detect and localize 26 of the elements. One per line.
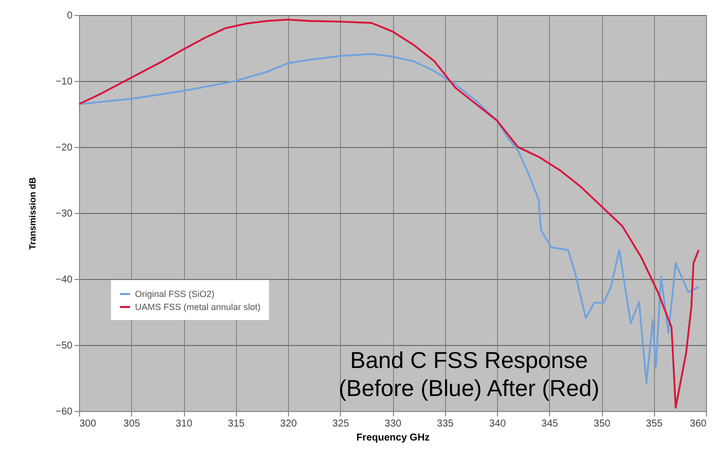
x-tick-label: 340 — [489, 418, 506, 430]
y-tick-label: −40 — [56, 274, 73, 286]
x-tick-label: 300 — [80, 418, 97, 430]
x-tick-label: 335 — [436, 418, 454, 430]
y-axis-title: Transmission dB — [28, 176, 38, 250]
text: Band C FSS Response (Before (Blue) After (Red) — [338, 347, 600, 401]
x-tick-label: 360 — [690, 418, 707, 430]
x-tick-label: 330 — [384, 418, 402, 430]
y-tick-label: −10 — [56, 76, 73, 88]
x-axis-title: Frequency GHz — [356, 432, 430, 444]
legend-label: UAMS FSS (metal annular slot) — [135, 302, 261, 312]
y-tick-label: −20 — [56, 142, 73, 154]
legend-label: Original FSS (SiO2) — [135, 289, 215, 299]
x-tick-label: 315 — [228, 418, 246, 430]
x-tick-label: 355 — [646, 418, 664, 430]
y-tick-label: −50 — [56, 340, 73, 352]
y-tick-label: 0 — [66, 10, 73, 22]
x-tick-label: 350 — [594, 418, 611, 430]
x-tick-label: 320 — [280, 418, 298, 430]
x-tick-label: 325 — [332, 418, 350, 430]
x-tick-label: 345 — [541, 418, 559, 430]
x-tick-label: 305 — [123, 418, 141, 430]
y-tick-label: −30 — [56, 208, 73, 220]
y-tick-label: −60 — [56, 406, 73, 418]
x-tick-label: 310 — [176, 418, 193, 430]
line-series — [79, 18, 700, 409]
